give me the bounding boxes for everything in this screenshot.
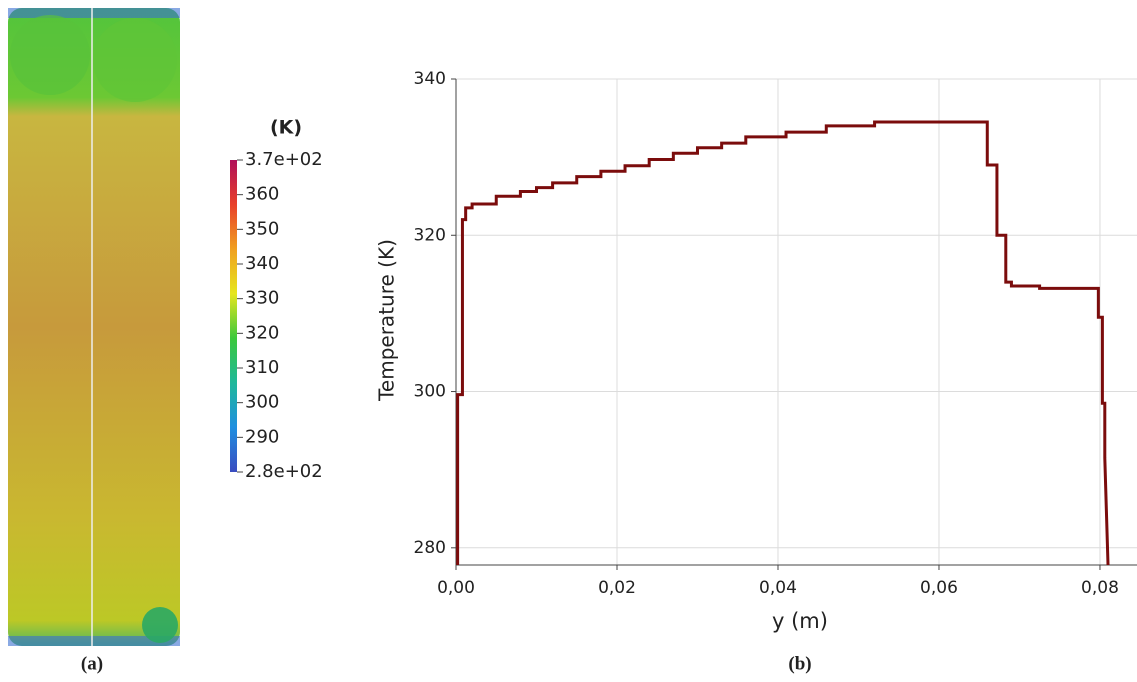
blob: [93, 18, 177, 102]
x-tick-label: 0,08: [1081, 578, 1119, 598]
data-line: [456, 120, 1110, 566]
y-tick-label: 300: [414, 382, 446, 402]
colorbar-tick-label: 310: [245, 357, 279, 378]
bottom-edge: [8, 636, 180, 646]
x-tick-label: 0,04: [759, 578, 797, 598]
x-tick-label: 0,00: [437, 578, 475, 598]
x-tick-label: 0,02: [598, 578, 636, 598]
caption: (a): [81, 653, 103, 674]
colorbar-tick-label: 290: [245, 426, 279, 447]
colorbar-title: (K): [270, 117, 302, 139]
x-axis-label: y (m): [772, 609, 828, 633]
colorbar-tick-label: 3.7e+02: [245, 149, 323, 170]
blob: [10, 15, 90, 95]
cylinder: [8, 8, 180, 646]
colorbar-tick-label: 350: [245, 218, 279, 239]
colorbar-tick-label: 340: [245, 253, 279, 274]
blob: [142, 607, 178, 643]
y-axis-label: Temperature (K): [375, 239, 399, 402]
y-tick-label: 340: [414, 69, 446, 89]
colorbar-tick-label: 360: [245, 184, 279, 205]
caption: (b): [788, 653, 811, 674]
y-tick-label: 280: [414, 538, 446, 558]
top-edge: [8, 8, 180, 18]
colorbar-tick-label: 320: [245, 322, 279, 343]
y-tick-label: 320: [414, 225, 446, 245]
colorbar-tick-label: 2.8e+02: [245, 461, 323, 482]
colorbar-tick-label: 300: [245, 392, 279, 413]
x-tick-label: 0,06: [920, 578, 958, 598]
temperature-field: [8, 8, 180, 646]
colorbar-tick-label: 330: [245, 288, 279, 309]
colorbar: [230, 160, 237, 472]
